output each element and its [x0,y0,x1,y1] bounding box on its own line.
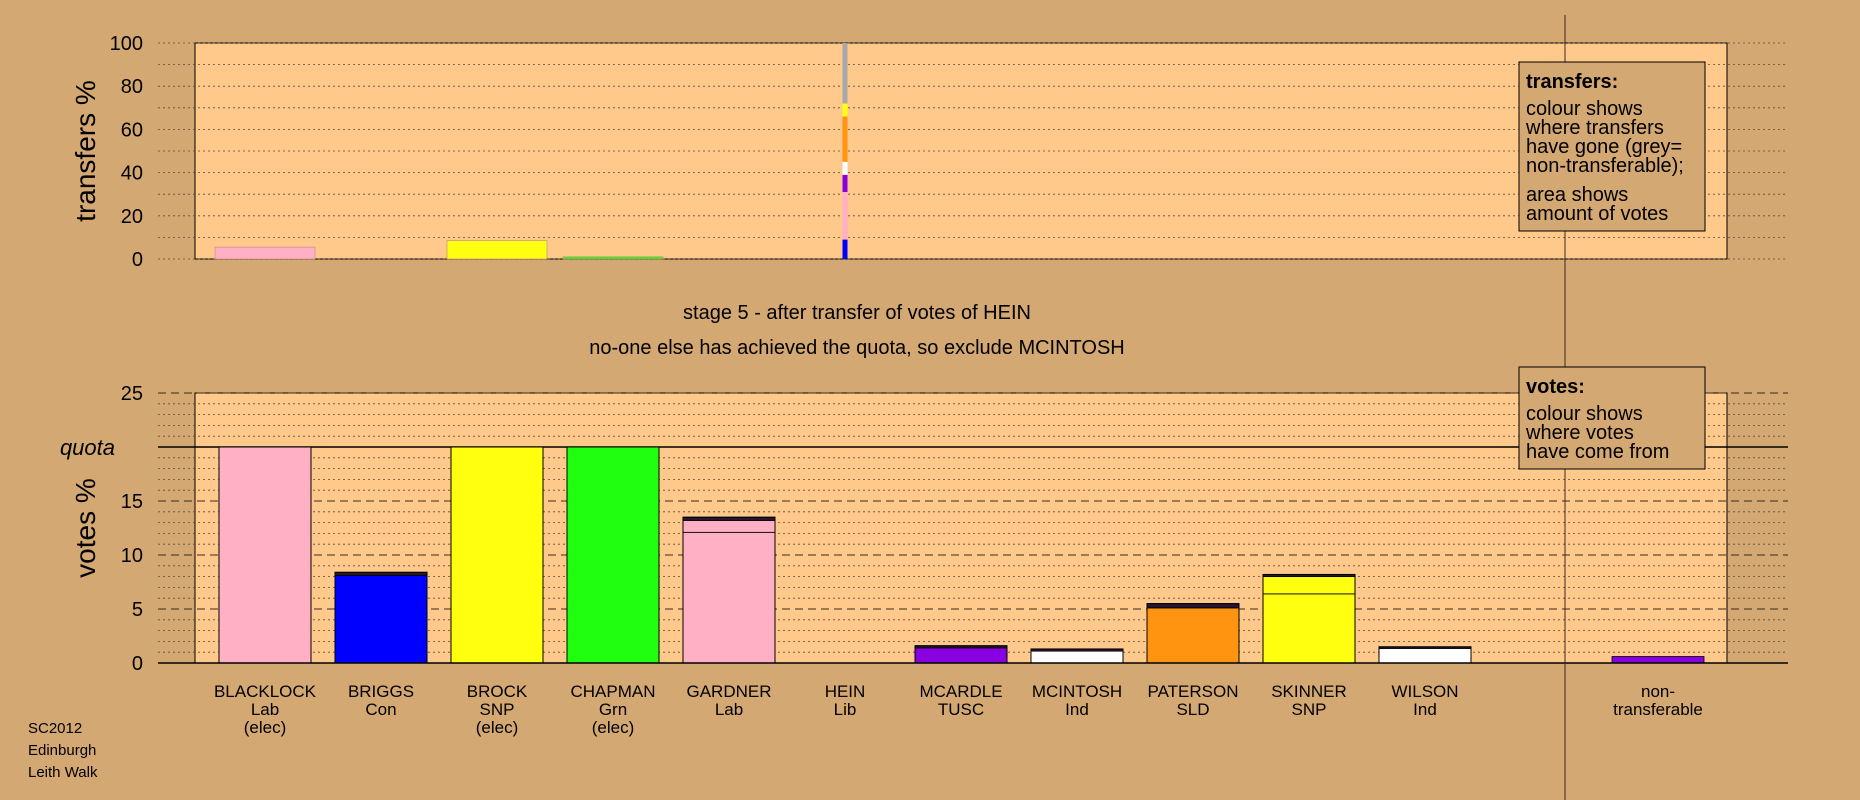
nontransferable-label-line-1: non- [1641,682,1675,701]
votes-y-tick-label: 15 [121,491,143,513]
transfer-segment-con [842,239,848,259]
transfers-y-tick-label: 0 [132,249,143,271]
vote-segment-blacklock [218,446,312,664]
transfers-y-tick-label: 40 [121,163,143,185]
vote-segment-paterson [1146,607,1240,664]
votes-plot-area [194,392,1728,664]
vote-segment-skinner [1262,576,1356,595]
transfer-bar-chapman [562,256,664,260]
transfer-segment-tusc [842,174,848,193]
transfers-y-tick-label: 20 [121,206,143,228]
quota-label: quota [60,435,115,460]
vote-segment-briggs [334,575,428,664]
candidate-status-brock: (elec) [476,718,519,737]
transfer-segment-nontransferable [842,43,848,104]
candidate-name-blacklock: BLACKLOCK [214,682,317,701]
vote-segment-mcintosh [1030,650,1124,664]
vote-segment-skinner [1262,593,1356,664]
votes-y-axis-title: votes % [70,478,101,578]
headline-line-1: stage 5 - after transfer of votes of HEI… [683,302,1031,324]
vote-segment-wilson [1378,648,1472,664]
transfer-segment-snp [842,103,848,117]
votes-y-tick-label: 25 [121,383,143,405]
candidate-party-mcardle: TUSC [938,700,984,719]
transfers-chart: 0 20 40 60 80 100 transfers % [70,33,1788,271]
candidate-party-chapman: Grn [599,700,627,719]
nontransferable-label-line-2: transferable [1613,700,1703,719]
candidate-status-blacklock: (elec) [244,718,287,737]
candidate-party-wilson: Ind [1413,700,1437,719]
headline-line-2: no-one else has achieved the quota, so e… [589,337,1125,359]
legend-transfers-line: non-transferable); [1526,155,1684,177]
candidate-status-chapman: (elec) [592,718,635,737]
candidate-name-mcintosh: MCINTOSH [1032,682,1122,701]
transfer-segment-lab [842,211,848,240]
candidate-name-hein: HEIN [825,682,866,701]
candidate-party-gardner: Lab [715,700,743,719]
candidate-party-briggs: Con [365,700,396,719]
annotations: stage 5 - after transfer of votes of HEI… [28,15,1706,800]
legend-transfers-title: transfers: [1526,71,1618,93]
legend-transfers-box [1518,61,1706,232]
nontransferable-bar [1611,656,1705,664]
transfer-segment-sld [842,116,848,162]
candidate-party-skinner: SNP [1292,700,1327,719]
votes-y-tick-label: 0 [132,653,143,675]
legend-votes-line: where votes [1525,422,1634,444]
transfer-bar-blacklock [214,246,316,260]
candidate-party-paterson: SLD [1176,700,1209,719]
vote-segment-mcardle [914,647,1008,664]
candidate-party-hein: Lib [834,700,857,719]
legend-transfers-line: where transfers [1525,117,1664,139]
transfers-y-tick-label: 60 [121,119,143,141]
legend-transfers-line: colour shows [1526,98,1643,120]
transfers-y-axis-title: transfers % [70,80,101,222]
vote-segment-gardner [682,531,776,664]
vote-segment-gardner [682,520,776,533]
source-line-3: Leith Walk [28,764,98,781]
transfer-segment-ind [842,161,848,175]
vote-segment-chapman [566,446,660,664]
candidate-name-paterson: PATERSON [1148,682,1239,701]
vote-segment-paterson [1146,603,1240,609]
candidate-name-brock: BROCK [467,682,528,701]
legend-votes-title: votes: [1526,376,1585,398]
candidate-name-mcardle: MCARDLE [919,682,1002,701]
candidate-name-briggs: BRIGGS [348,682,414,701]
transfers-y-tick-label: 100 [110,33,143,55]
candidate-name-chapman: CHAPMAN [570,682,655,701]
legend-votes-line: colour shows [1526,403,1643,425]
legend-votes-line: have come from [1526,441,1669,463]
transfers-y-tick-label: 80 [121,76,143,98]
legend-transfers-line: area shows [1526,184,1628,206]
candidate-party-mcintosh: Ind [1065,700,1089,719]
candidate-name-skinner: SKINNER [1271,682,1347,701]
source-line-2: Edinburgh [28,742,96,759]
legend-votes-box [1518,366,1706,470]
candidate-name-gardner: GARDNER [686,682,771,701]
candidate-name-wilson: WILSON [1391,682,1458,701]
votes-y-tick-label: 5 [132,599,143,621]
transfer-bar-brock [446,240,548,260]
legend-transfers-line: amount of votes [1526,203,1668,225]
votes-y-tick-label: 10 [121,545,143,567]
source-line-1: SC2012 [28,720,82,737]
transfer-segment-lab [842,192,848,212]
candidate-party-brock: SNP [480,700,515,719]
legend-transfers-line: have gone (grey= [1526,136,1682,158]
candidate-party-blacklock: Lab [251,700,279,719]
vote-segment-brock [450,446,544,664]
transfers-plot-area [194,42,1728,260]
